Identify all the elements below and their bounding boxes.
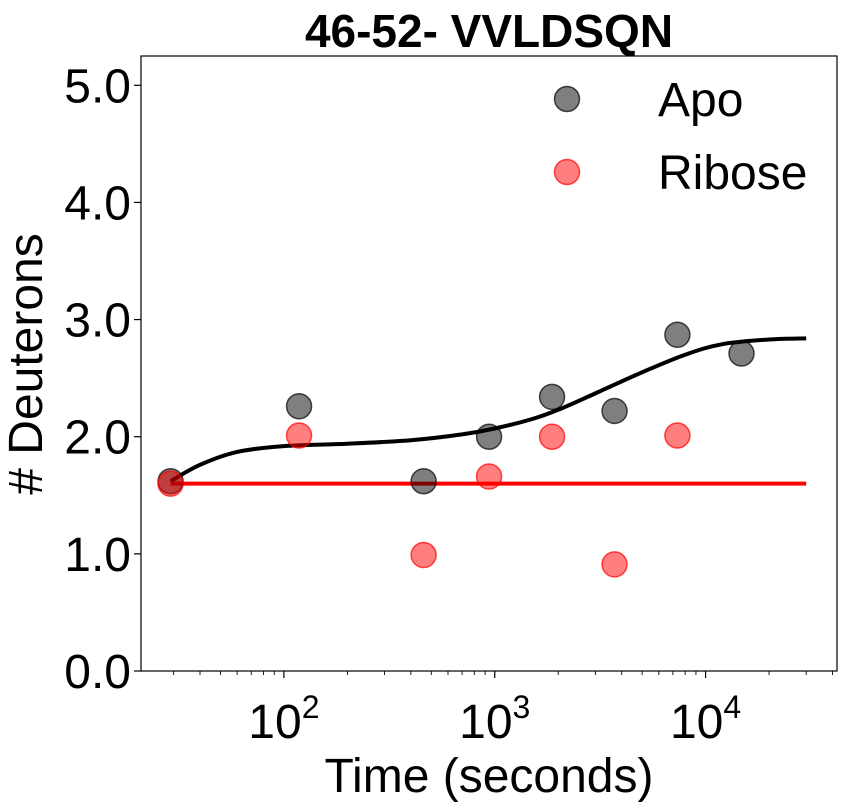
y-axis: 0.0 1.0 2.0 3.0 4.0 5.0 bbox=[64, 60, 141, 699]
x-tick-label-base: 10 bbox=[459, 696, 512, 749]
chart-title: 46-52- VVLDSQN bbox=[305, 5, 673, 57]
legend-label-ribose: Ribose bbox=[658, 147, 807, 200]
ribose-point bbox=[601, 551, 628, 578]
apo-point bbox=[475, 423, 503, 450]
y-tick-label: 2.0 bbox=[64, 412, 131, 465]
legend-label-apo: Apo bbox=[658, 74, 743, 127]
x-tick-label-base: 10 bbox=[670, 696, 723, 749]
plot-marks bbox=[157, 321, 807, 578]
ribose-point bbox=[285, 422, 313, 449]
plot-frame bbox=[140, 55, 838, 672]
x-tick-label-exponent: 4 bbox=[723, 689, 741, 725]
y-tick-label: 5.0 bbox=[64, 60, 131, 113]
x-axis-label: Time (seconds) bbox=[325, 750, 654, 803]
x-tick-label-base: 10 bbox=[248, 696, 301, 749]
y-tick-label: 4.0 bbox=[64, 177, 131, 230]
apo-point bbox=[285, 393, 313, 420]
apo-point bbox=[601, 397, 628, 425]
ribose-point bbox=[157, 470, 184, 497]
ribose-point bbox=[475, 463, 503, 490]
x-tick-label-exponent: 3 bbox=[513, 689, 531, 725]
apo-point bbox=[664, 321, 691, 349]
apo-point bbox=[410, 467, 437, 495]
y-tick-label: 3.0 bbox=[64, 295, 131, 348]
x-tick-label-exponent: 2 bbox=[302, 689, 320, 725]
apo-point bbox=[728, 340, 755, 367]
legend: Apo Ribose bbox=[553, 74, 807, 200]
x-tick-label: 104 bbox=[670, 689, 741, 749]
legend-marker-apo bbox=[553, 85, 581, 113]
apo-point bbox=[538, 383, 566, 411]
y-tick-label: 0.0 bbox=[64, 646, 131, 699]
x-axis: 102 103 104 bbox=[173, 671, 833, 749]
x-tick-label: 103 bbox=[459, 689, 530, 749]
legend-marker-ribose bbox=[553, 158, 581, 186]
x-tick-label: 102 bbox=[248, 689, 319, 749]
ribose-point bbox=[410, 541, 437, 569]
ribose-point bbox=[664, 422, 691, 449]
y-axis-label: # Deuterons bbox=[0, 233, 53, 495]
ribose-point bbox=[538, 423, 566, 450]
y-tick-label: 1.0 bbox=[64, 529, 131, 582]
apo-fit-line bbox=[169, 336, 807, 483]
